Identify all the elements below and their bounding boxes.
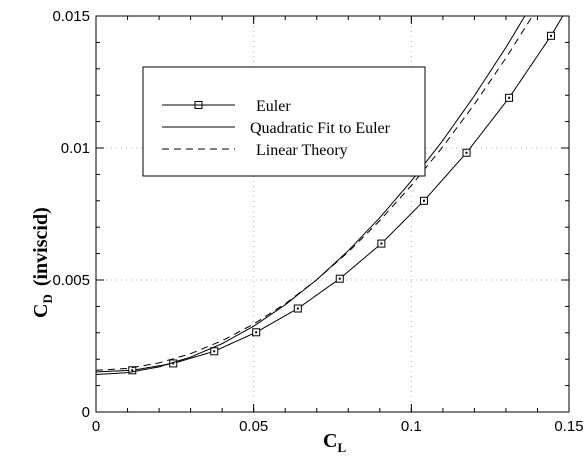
y-axis-label-subscript: D <box>40 294 55 303</box>
axis-ticks: 0 0.05 0.1 0.15 0 0.005 0.01 0.015 <box>52 8 583 435</box>
x-tick-label: 0.1 <box>401 418 422 435</box>
euler-marker-dot <box>131 369 134 372</box>
x-tick-label: 0.05 <box>239 418 268 435</box>
euler-marker-dot <box>422 199 425 202</box>
x-axis-label: CL <box>323 430 346 455</box>
y-axis-label-suffix: (inviscid) <box>30 207 52 286</box>
series-line <box>96 16 526 376</box>
plot-frame <box>95 15 570 413</box>
x-axis-label-subscript: L <box>337 440 346 455</box>
series-line <box>96 16 534 371</box>
legend-label-quadratic: Quadratic Fit to Euler <box>250 120 391 137</box>
legend-box <box>142 66 426 177</box>
legend-marker-euler <box>194 101 203 109</box>
euler-marker-dot <box>380 242 383 245</box>
euler-marker-dot <box>508 96 511 99</box>
y-tick-label: 0.01 <box>61 140 90 157</box>
series-linear-theory <box>96 16 534 371</box>
euler-marker-dot <box>550 34 553 37</box>
y-tick-label: 0.005 <box>52 272 90 289</box>
x-tick-label: 0 <box>92 418 100 435</box>
legend: Euler Quadratic Fit to Euler Linear Theo… <box>142 66 426 177</box>
x-tick-label: 0.15 <box>554 418 583 435</box>
euler-marker-dot <box>296 307 299 310</box>
euler-marker-dot <box>255 331 258 334</box>
series-euler <box>96 16 564 375</box>
y-axis-label-main: C <box>30 304 52 318</box>
x-axis-label-main: C <box>323 430 337 452</box>
euler-marker-dot <box>213 350 216 353</box>
legend-label-euler: Euler <box>256 98 291 115</box>
euler-marker-dot <box>172 362 175 365</box>
y-axis-label: CD (inviscid) <box>30 207 55 318</box>
series-layer <box>96 16 564 376</box>
y-tick-label: 0.015 <box>52 8 90 25</box>
series-quadratic-fit-to-euler <box>96 16 526 376</box>
legend-label-linear: Linear Theory <box>256 142 348 159</box>
y-tick-label: 0 <box>82 404 90 421</box>
euler-marker-dot <box>338 277 341 280</box>
euler-marker-dot <box>465 151 468 154</box>
